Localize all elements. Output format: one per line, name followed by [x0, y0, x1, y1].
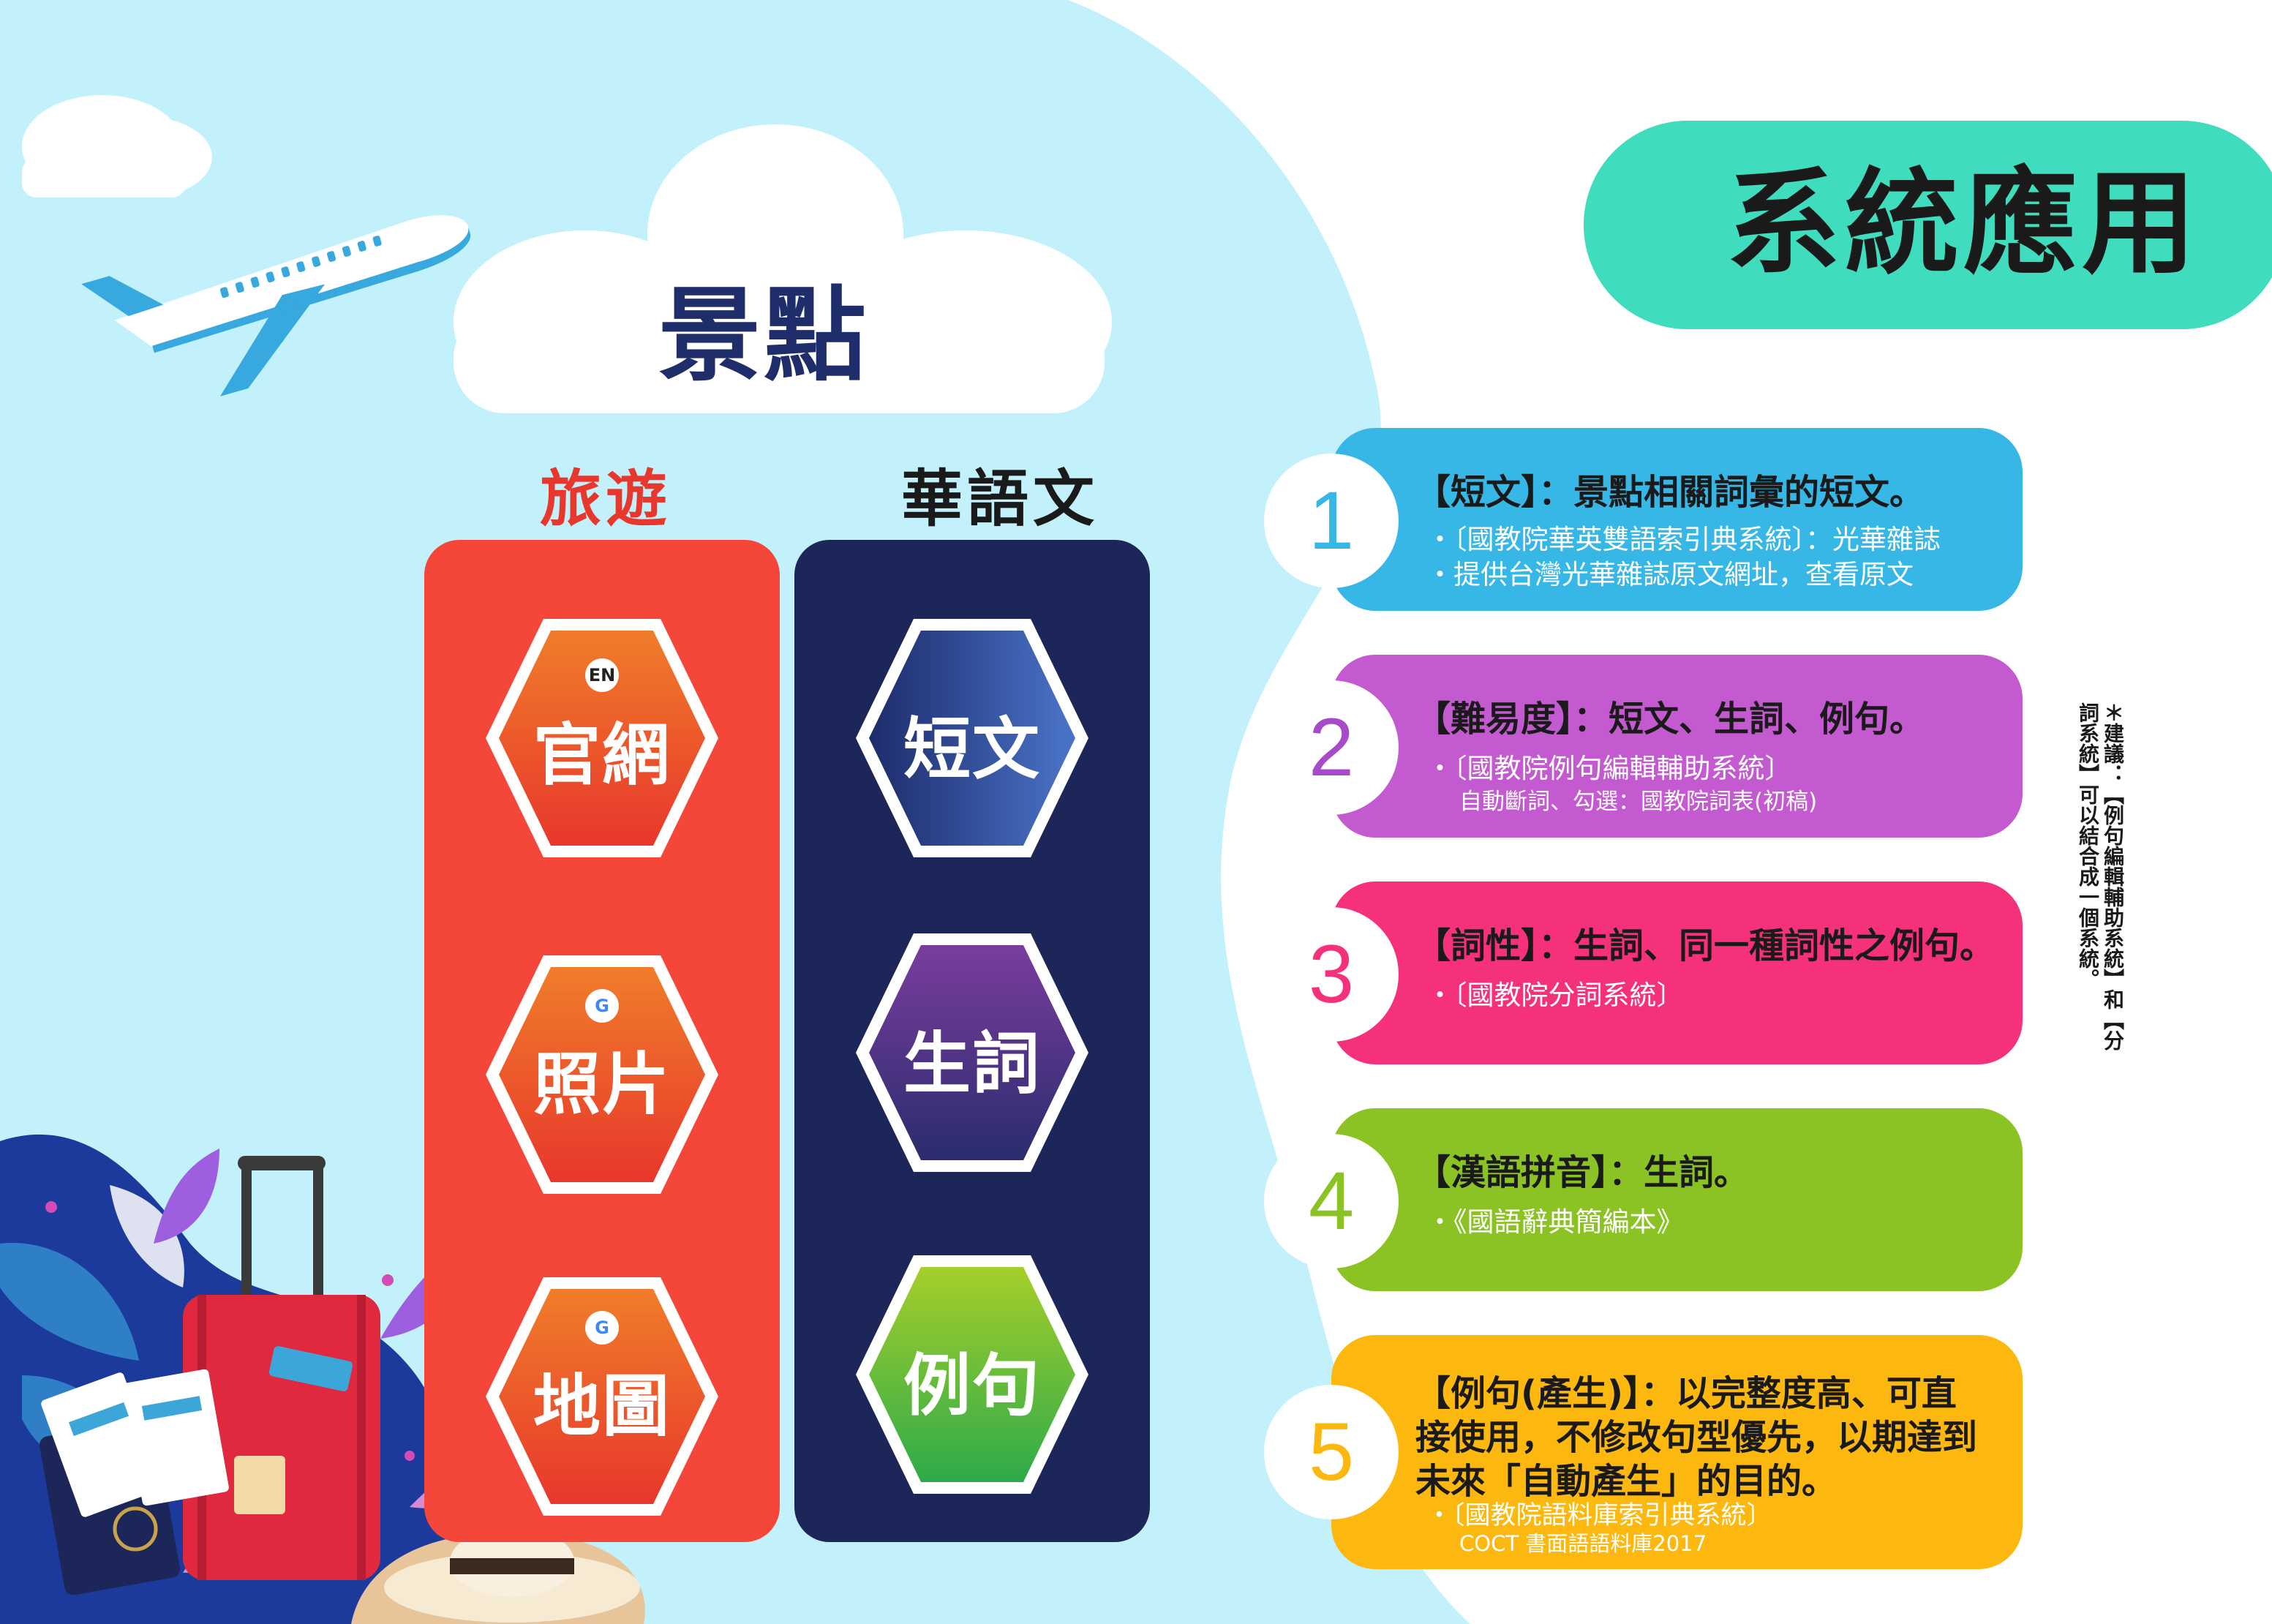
step-number: 3 — [1264, 907, 1399, 1042]
cloud-heading: 景點 — [658, 277, 870, 396]
hex-example-sentence[interactable]: 例句 — [853, 1251, 1091, 1498]
column-heading-chinese: 華語文 — [901, 463, 1099, 535]
en-badge-icon: EN — [585, 658, 619, 692]
step-number: 5 — [1264, 1385, 1399, 1519]
hexagon-shape — [856, 933, 1088, 1172]
step-number: 4 — [1264, 1134, 1399, 1268]
column-heading-travel: 旅遊 — [540, 463, 672, 535]
step-detail: ・〔國教院分詞系統〕 — [1426, 980, 1684, 1011]
step-title: 【漢語拼音】：生詞。 — [1415, 1152, 1750, 1193]
hexagon-shape — [486, 619, 718, 857]
step-detail: ・〔國教院例句編輯輔助系統〕 — [1426, 753, 1792, 784]
page-title: 系統應用 — [1726, 157, 2200, 290]
step-card-2: 2 【難易度】：短文、生詞、例句。 ・〔國教院例句編輯輔助系統〕 自動斷詞、勾選… — [1264, 655, 2023, 838]
step-title-line: 未來「自動產生」的目的。 — [1415, 1461, 1837, 1502]
step-number: 1 — [1264, 454, 1399, 588]
hex-label: 照片 — [533, 1045, 671, 1124]
google-g-icon: G — [585, 989, 619, 1023]
step-detail: ・提供台灣光華雜誌原文網址，查看原文 — [1426, 559, 1914, 590]
step-title: 【短文】：景點相關詞彙的短文。 — [1415, 472, 1925, 513]
hex-official-site[interactable]: EN 官網 — [483, 614, 721, 862]
step-title: 【詞性】：生詞、同一種詞性之例句。 — [1415, 925, 1995, 966]
cloud-icon — [22, 95, 212, 198]
step-detail: ・〔國教院華英雙語索引典系統〕：光華雜誌 — [1426, 524, 1941, 555]
hex-vocabulary[interactable]: 生詞 — [853, 929, 1091, 1176]
step-title-line: 【例句(產生)】：以完整度高、可直 — [1415, 1373, 1957, 1414]
hex-label: 官網 — [533, 716, 671, 794]
hex-map[interactable]: G 地圖 — [483, 1273, 721, 1520]
google-g-icon: G — [585, 1311, 619, 1345]
title-banner — [1584, 121, 2272, 329]
step-note: 自動斷詞、勾選：國教院詞表(初稿) — [1459, 789, 1818, 815]
hexagon-shape — [486, 955, 718, 1194]
step-card-3: 3 【詞性】：生詞、同一種詞性之例句。 ・〔國教院分詞系統〕 — [1264, 881, 2023, 1064]
hexagon-shape — [486, 1277, 718, 1516]
cloud-icon — [454, 124, 1112, 413]
hex-short-text[interactable]: 短文 — [853, 614, 1091, 862]
step-note: COCT 書面語語料庫2017 — [1459, 1531, 1707, 1556]
suitcase-icon — [183, 1156, 380, 1580]
step-card-1: 1 【短文】：景點相關詞彙的短文。 ・〔國教院華英雙語索引典系統〕：光華雜誌 ・… — [1264, 428, 2023, 611]
step-title-line: 接使用，不修改句型優先，以期達到 — [1415, 1417, 1978, 1458]
hexagon-shape — [856, 619, 1088, 857]
tropical-leaf-icon — [110, 1185, 184, 1287]
hexagon-shape — [856, 1255, 1088, 1494]
step-detail: ・〔國教院語料庫索引典系統〕 — [1426, 1501, 1772, 1530]
side-note: ＊建議：【例句編輯輔助系統】和【分詞系統】可以結合成一個系統。 — [2076, 702, 2125, 1050]
step-number: 2 — [1264, 680, 1399, 815]
sun-hat-icon — [384, 1527, 640, 1623]
step-title: 【難易度】：短文、生詞、例句。 — [1415, 699, 1925, 740]
hex-label: 例句 — [903, 1347, 1041, 1425]
hex-photos[interactable]: G 照片 — [483, 951, 721, 1198]
hex-label: 短文 — [903, 710, 1041, 789]
airplane-icon — [81, 215, 471, 396]
step-detail: ・《國語辭典簡編本》 — [1426, 1206, 1684, 1238]
hex-label: 生詞 — [903, 1025, 1041, 1103]
step-card-5: 5 【例句(產生)】：以完整度高、可直 接使用，不修改句型優先，以期達到 未來「… — [1264, 1335, 2023, 1569]
hex-label: 地圖 — [533, 1367, 671, 1446]
step-card-4: 4 【漢語拼音】：生詞。 ・《國語辭典簡編本》 — [1264, 1108, 2023, 1291]
passport-icon — [40, 1369, 229, 1595]
